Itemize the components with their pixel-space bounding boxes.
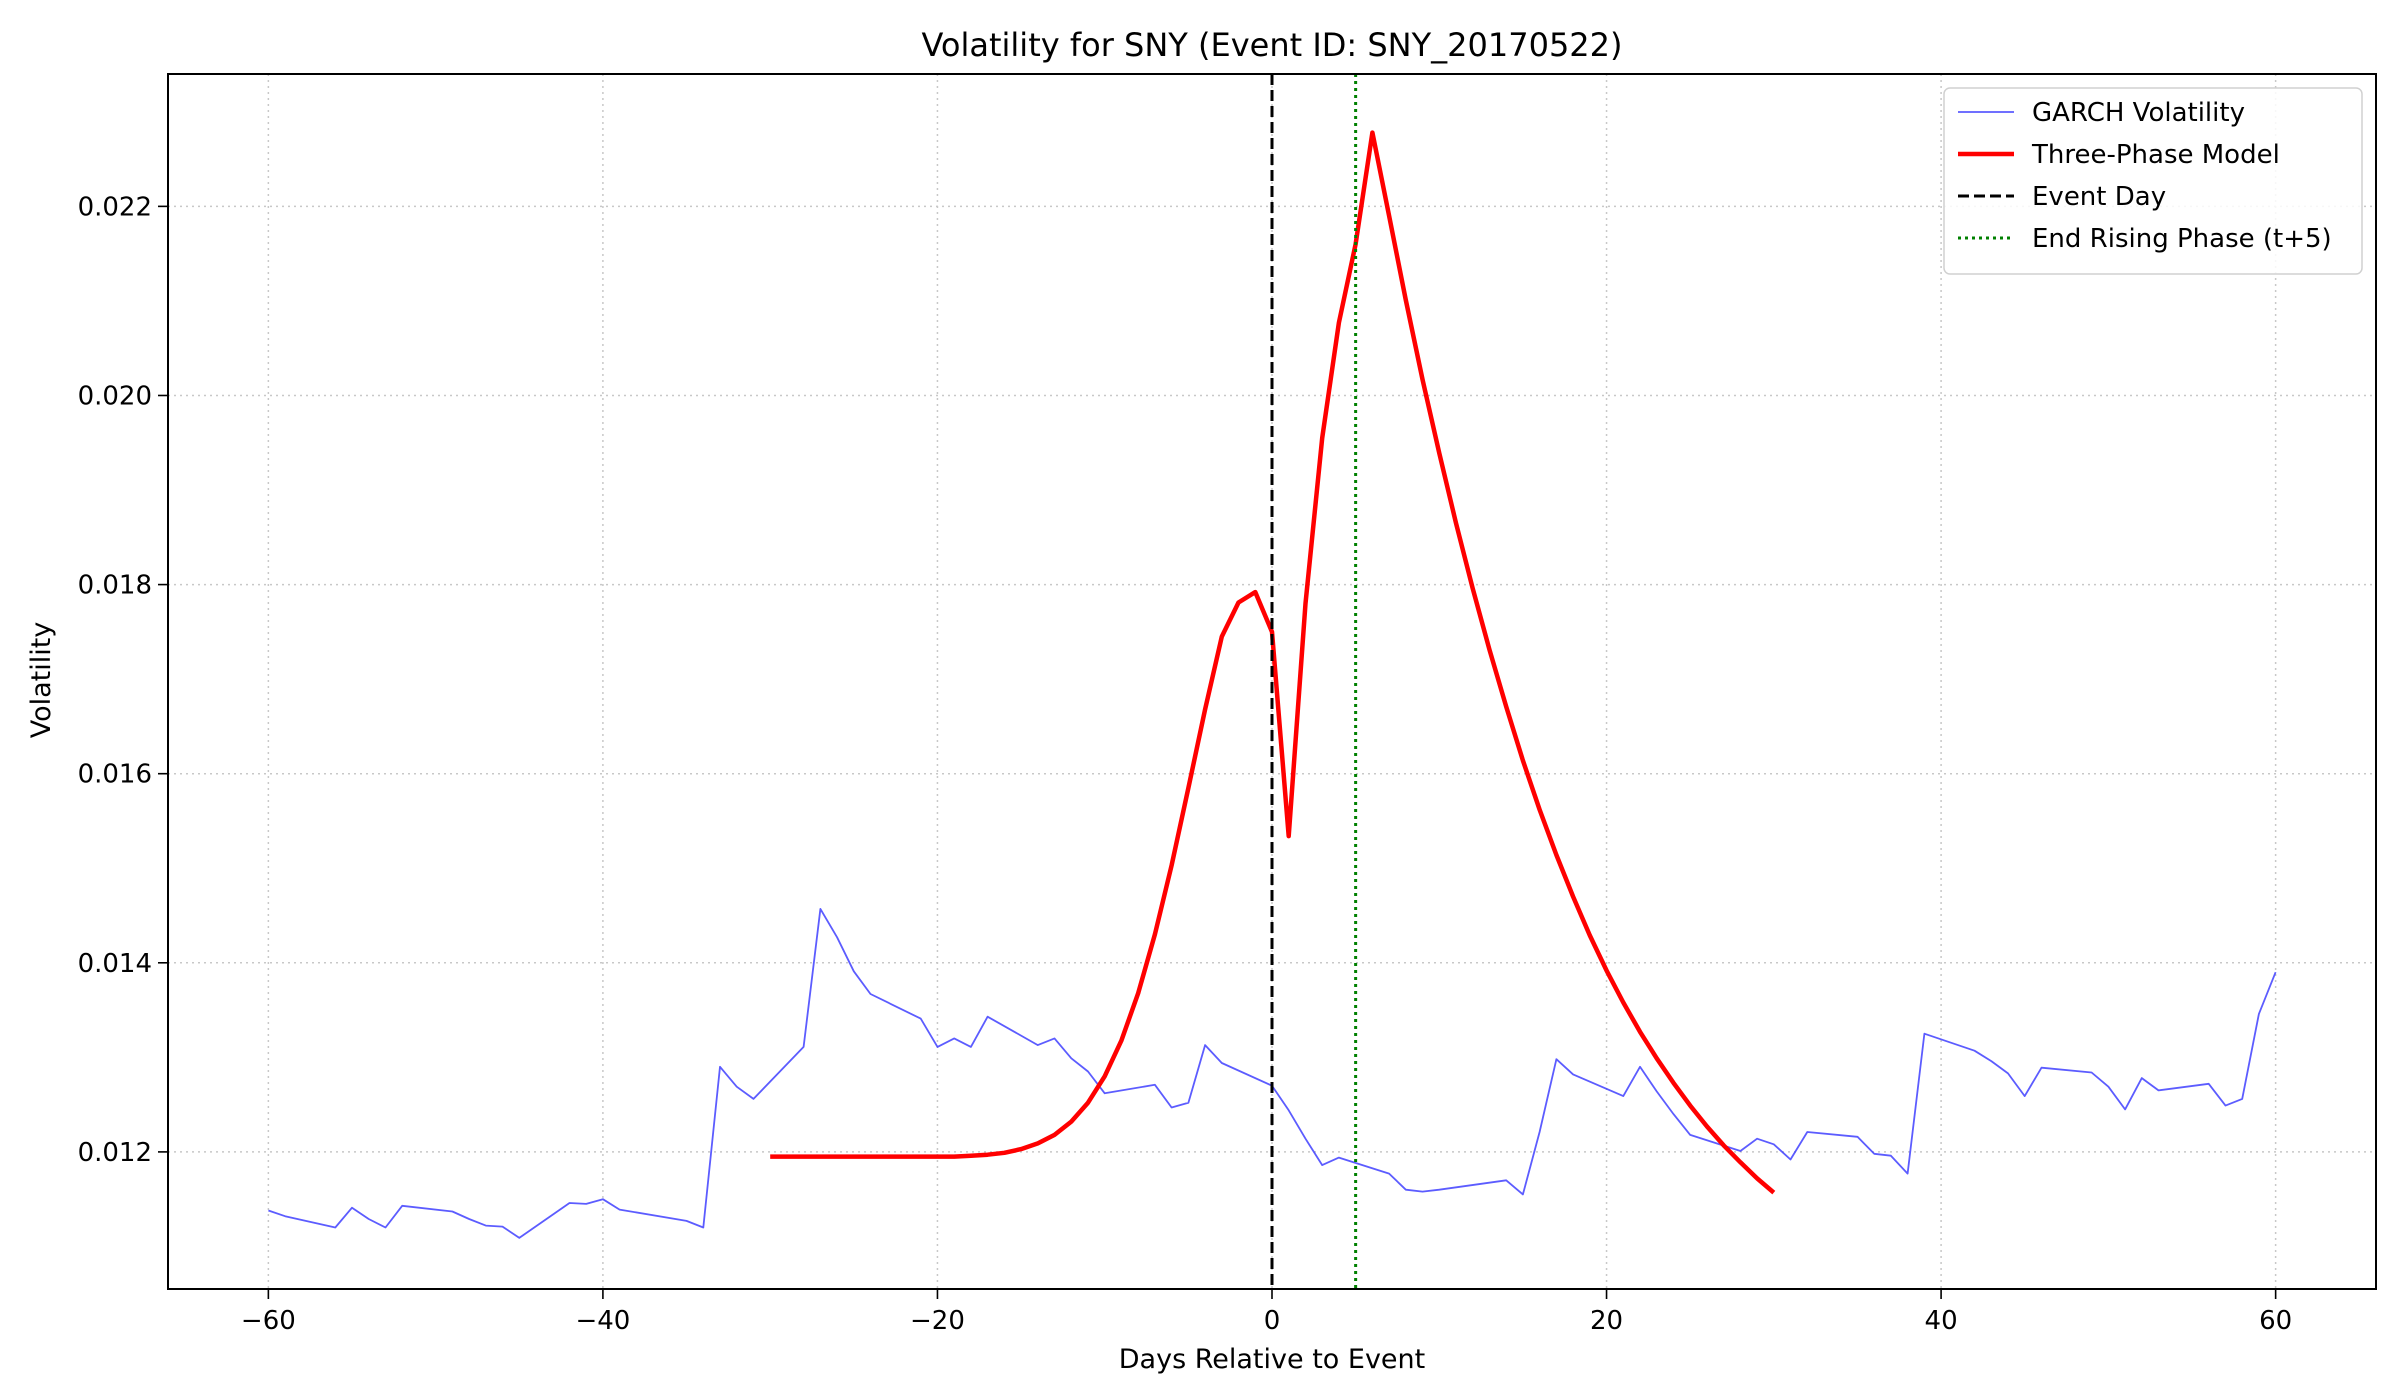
y-tick-label: 0.018 xyxy=(78,571,152,601)
y-tick-label: 0.016 xyxy=(78,760,152,790)
x-tick-label: 20 xyxy=(1590,1306,1623,1336)
series-line-garch-volatility xyxy=(268,908,2277,1239)
x-tick-label: 0 xyxy=(1264,1306,1281,1336)
x-tick-label: 40 xyxy=(1925,1306,1958,1336)
y-tick-label: 0.012 xyxy=(78,1138,152,1168)
x-tick-label: −60 xyxy=(241,1306,296,1336)
plot-area xyxy=(268,74,2277,1289)
y-tick-label: 0.014 xyxy=(78,949,152,979)
x-axis: −60 −40 −20 0 20 40 60 xyxy=(241,1289,2292,1336)
x-tick-label: −40 xyxy=(575,1306,630,1336)
legend-label: End Rising Phase (t+5) xyxy=(2032,224,2332,254)
legend-label: Event Day xyxy=(2032,182,2166,212)
x-tick-label: 60 xyxy=(2259,1306,2292,1336)
legend-box xyxy=(1943,87,2363,275)
legend: GARCH Volatility Three-Phase Model Event D… xyxy=(1943,87,2363,275)
series-line-three-phase-model xyxy=(770,130,1776,1195)
x-axis-label: Days Relative to Event xyxy=(1119,1344,1425,1375)
y-axis: 0.012 0.014 0.016 0.018 0.020 0.022 xyxy=(78,192,168,1168)
chart-title: Volatility for SNY (Event ID: SNY_201705… xyxy=(921,26,1622,64)
y-axis-label: Volatility xyxy=(26,622,57,739)
legend-label: GARCH Volatility xyxy=(2032,98,2245,128)
legend-label: Three-Phase Model xyxy=(2031,140,2280,170)
y-tick-label: 0.022 xyxy=(78,192,152,222)
x-tick-label: −20 xyxy=(910,1306,965,1336)
y-tick-label: 0.020 xyxy=(78,381,152,411)
